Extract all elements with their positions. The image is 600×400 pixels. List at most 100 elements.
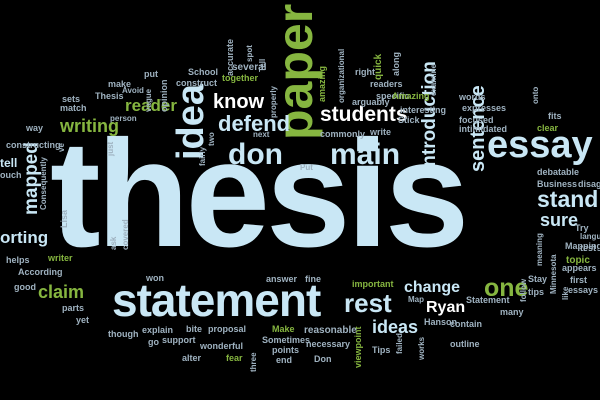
word-ve: ve bbox=[57, 143, 66, 152]
word-essays: essays bbox=[568, 285, 599, 295]
word-organizational: organizational bbox=[337, 48, 346, 103]
word-each: ouch bbox=[0, 170, 22, 180]
word-try: Try bbox=[575, 223, 589, 233]
word-test: test bbox=[580, 243, 597, 253]
word-mapping: Mapping bbox=[565, 241, 600, 251]
word-consequently: Consequently bbox=[39, 157, 48, 210]
word-langu: langu bbox=[580, 232, 600, 241]
word-just: just bbox=[106, 141, 115, 156]
word-make: make bbox=[108, 79, 132, 89]
word-fine: fine bbox=[305, 274, 322, 284]
word-three: three bbox=[249, 352, 258, 372]
word-construct: construct bbox=[176, 78, 218, 88]
word-don-small: Don bbox=[314, 354, 332, 364]
word-minnesota: Minnesota bbox=[549, 254, 558, 294]
word-ask: ask bbox=[109, 236, 118, 250]
word-put: put bbox=[144, 69, 158, 79]
word-readers: readers bbox=[370, 79, 403, 89]
word-together: together bbox=[222, 73, 258, 83]
word-failed: failed bbox=[395, 333, 404, 354]
word-write: write bbox=[370, 127, 392, 137]
word-next: next bbox=[253, 130, 270, 139]
word-make-small: Make bbox=[272, 324, 295, 334]
word-reader: reader bbox=[125, 96, 177, 115]
word-properly: properly bbox=[269, 85, 278, 118]
word-examine: examine bbox=[429, 63, 438, 96]
word-points: points bbox=[272, 345, 299, 355]
word-writing: writing bbox=[60, 116, 119, 136]
word-onto: onto bbox=[531, 86, 540, 104]
word-wonderful: wonderful bbox=[200, 341, 243, 351]
word-way: way bbox=[26, 123, 44, 133]
word-contain: contain bbox=[450, 319, 483, 329]
word-expresses: expresses bbox=[462, 103, 507, 113]
word-map: Map bbox=[408, 295, 424, 304]
word-interesting: interesting bbox=[400, 105, 447, 115]
word-defend: defend bbox=[218, 111, 291, 136]
word-statement-small: Statement bbox=[466, 295, 510, 305]
word-necessary: necessary bbox=[306, 339, 351, 349]
word-follow: follow bbox=[519, 278, 528, 302]
word-vague: vague bbox=[144, 88, 153, 112]
word-meaning: meaning bbox=[535, 233, 544, 266]
word-avoid: Avoid bbox=[122, 86, 144, 95]
word-support: support bbox=[162, 335, 196, 345]
word-statement: statement bbox=[112, 274, 321, 326]
word-commonly: commonly bbox=[320, 129, 366, 139]
word-spot: spot bbox=[245, 45, 254, 62]
word-debatable: debatable bbox=[537, 167, 580, 177]
word-yet: yet bbox=[76, 315, 90, 325]
word-appears: appears bbox=[562, 263, 597, 273]
word-rest: rest bbox=[344, 288, 392, 318]
word-clear: clear bbox=[537, 123, 559, 133]
word-helps: helps bbox=[6, 255, 30, 265]
word-first: first bbox=[570, 275, 588, 285]
word-like: like bbox=[561, 286, 570, 300]
word-stand: stand bbox=[537, 186, 599, 212]
word-disag: disag bbox=[578, 179, 600, 189]
word-many: many bbox=[500, 307, 524, 317]
word-focused: focused bbox=[459, 115, 494, 125]
word-tell-left: tell bbox=[0, 156, 18, 170]
word-tips-small: Tips bbox=[372, 345, 391, 355]
word-ideas: ideas bbox=[372, 317, 419, 337]
word-know: know bbox=[213, 91, 265, 113]
word-amazing: amazing bbox=[317, 65, 327, 102]
word-essay: essay bbox=[487, 124, 593, 166]
word-fits: fits bbox=[548, 111, 562, 121]
word-bite: bite bbox=[186, 324, 203, 334]
word-writer: writer bbox=[48, 253, 73, 263]
word-fairly: fairly bbox=[198, 146, 207, 166]
word-don: don bbox=[228, 138, 283, 171]
word-tell: Tell bbox=[258, 58, 267, 72]
word-hanson: Hanson bbox=[424, 317, 458, 327]
word-outline: outline bbox=[450, 339, 480, 349]
word-stay: Stay bbox=[528, 274, 548, 284]
word-words: words bbox=[459, 92, 486, 102]
word-supporting: orting bbox=[0, 228, 49, 247]
word-person: person bbox=[110, 114, 137, 123]
word-important: important bbox=[352, 279, 394, 289]
word-business: Business bbox=[537, 179, 578, 189]
word-thesis-small: Thesis bbox=[95, 91, 124, 101]
word-good: good bbox=[14, 282, 36, 292]
word-though: though bbox=[108, 329, 139, 339]
word-constructing: constructing bbox=[6, 140, 61, 150]
word-claim: claim bbox=[38, 282, 85, 302]
word-school: School bbox=[188, 67, 219, 77]
word-one: one bbox=[484, 274, 529, 302]
word-arguably: arguably bbox=[352, 97, 390, 107]
word-sets: sets bbox=[62, 94, 81, 104]
word-thesis: thesis bbox=[50, 109, 469, 279]
word-change: change bbox=[404, 279, 461, 296]
word-main: main bbox=[330, 138, 401, 171]
word-answer: answer bbox=[266, 274, 298, 284]
word-put-cap: Put bbox=[300, 163, 313, 172]
word-tips: tips bbox=[528, 287, 545, 297]
word-stick: Stick bbox=[398, 115, 420, 125]
word-opinion: opinion bbox=[159, 79, 169, 113]
word-specific: specific bbox=[376, 91, 410, 101]
word-ryan: Ryan bbox=[426, 299, 466, 316]
word-go: go bbox=[148, 337, 159, 347]
